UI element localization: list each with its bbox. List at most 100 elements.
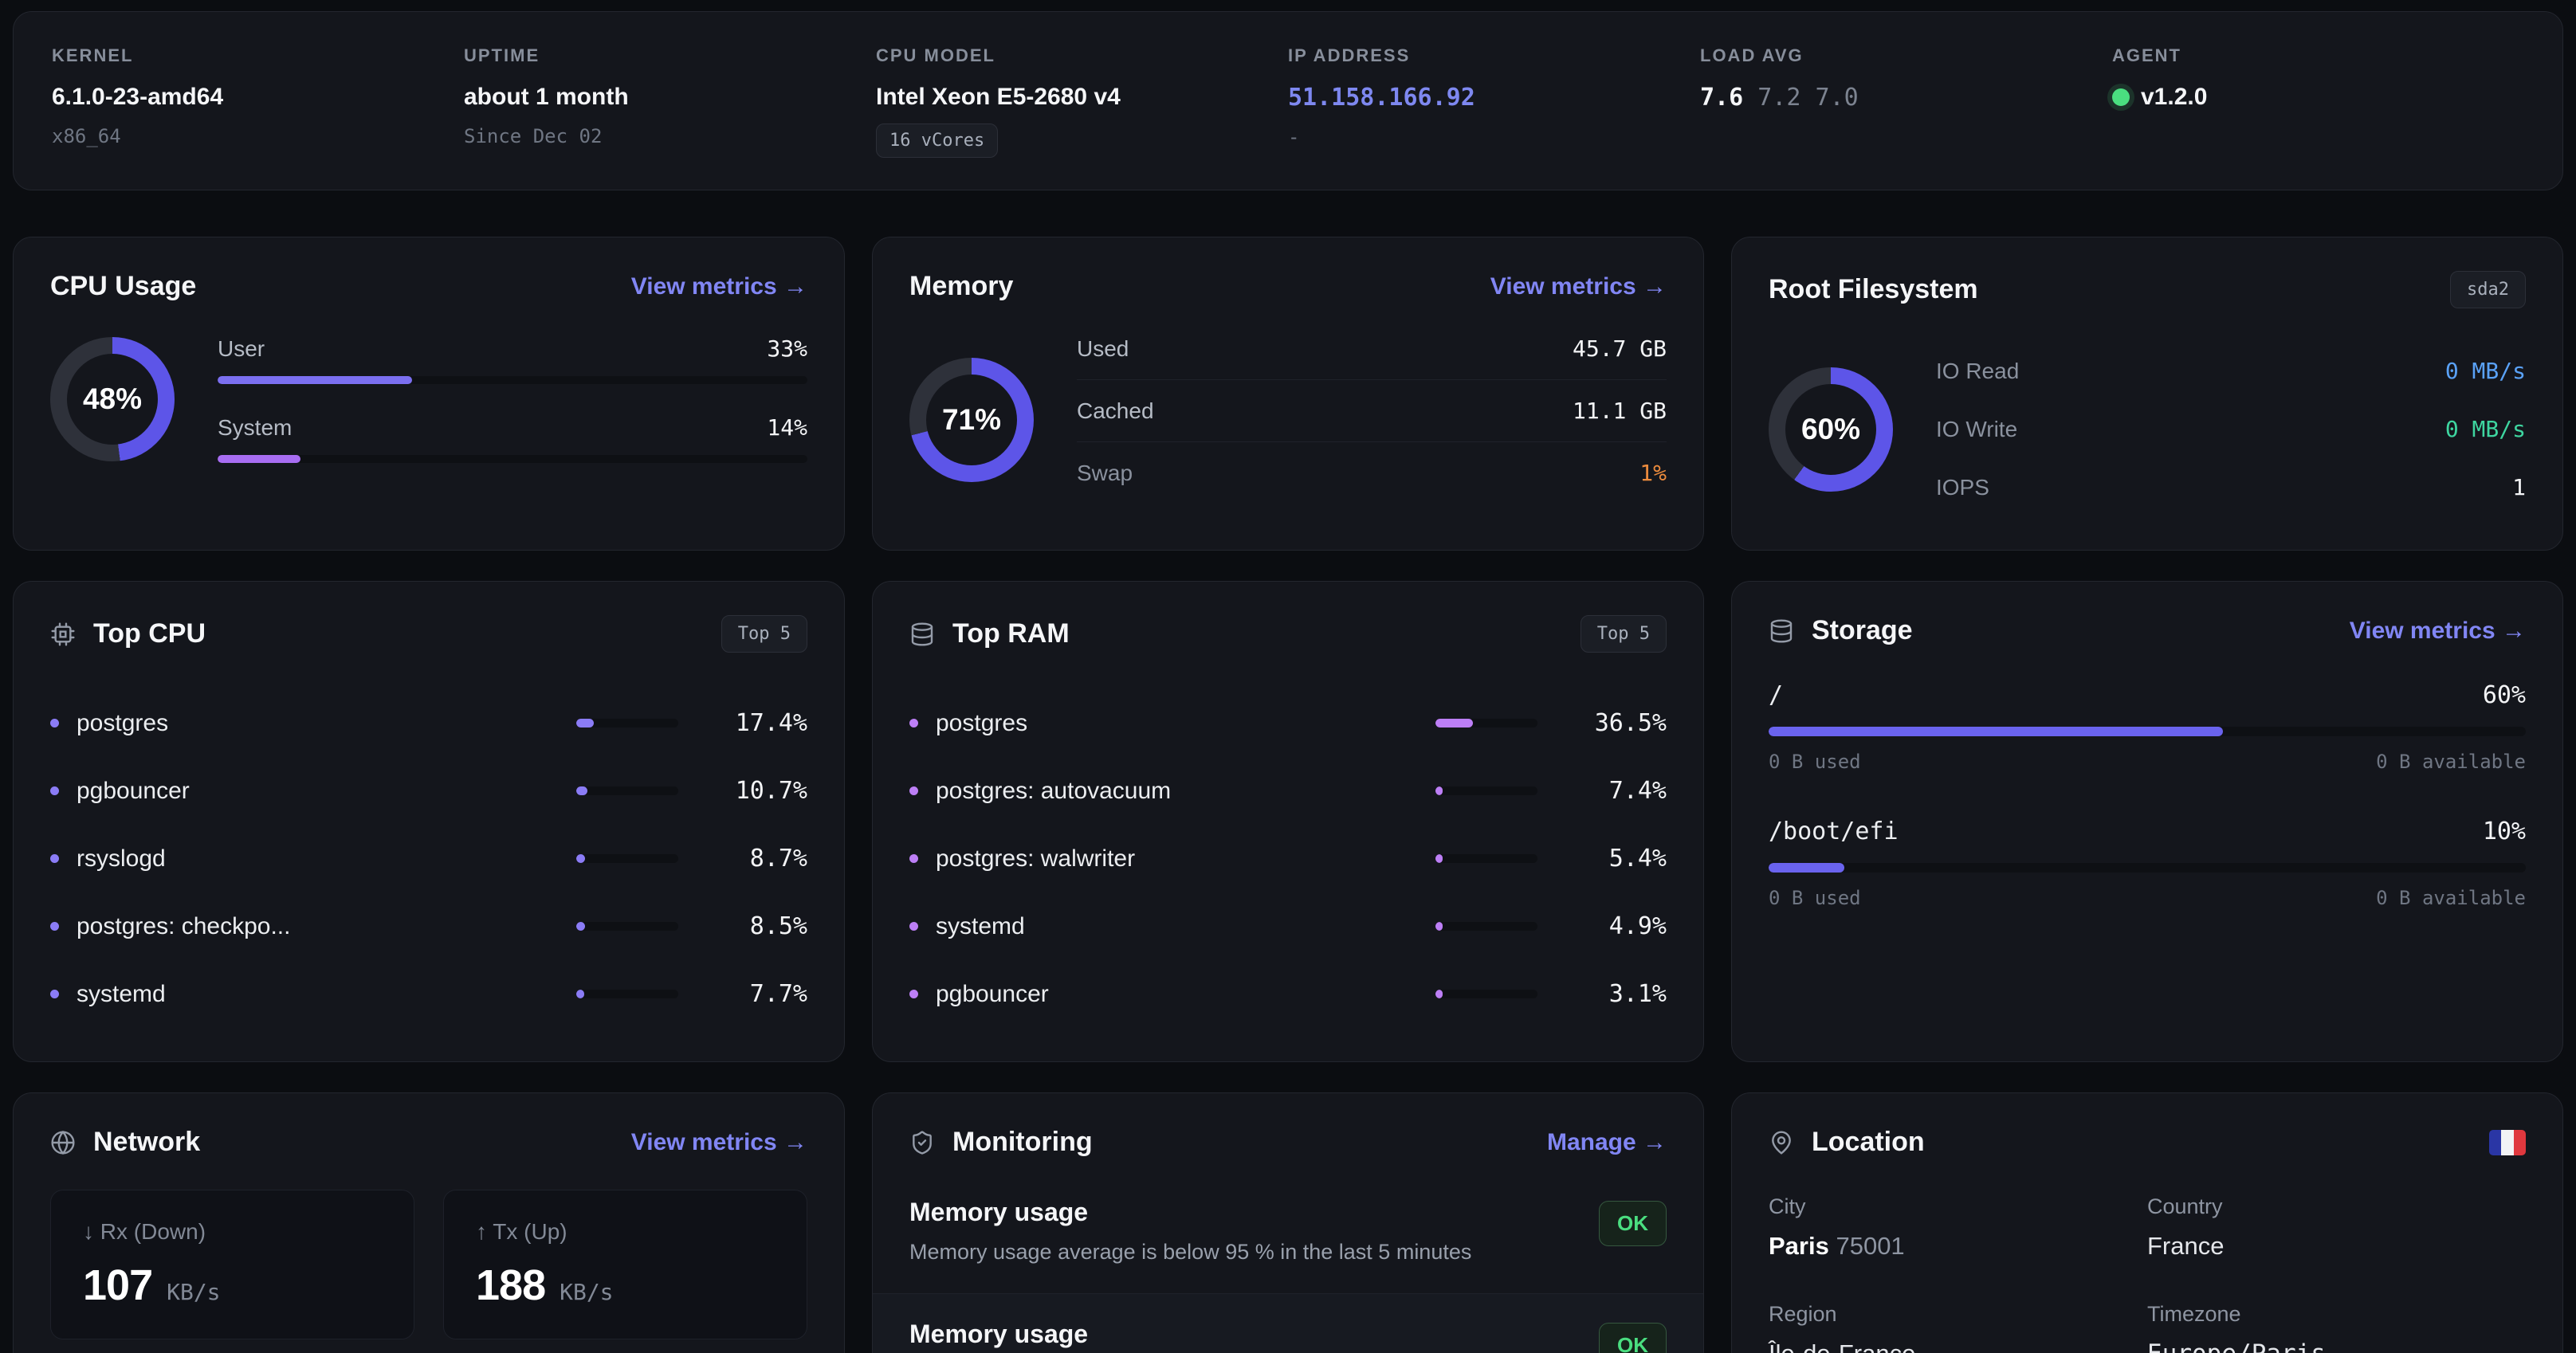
cpu-user-label: User: [218, 335, 265, 361]
location-region: Region Île-de-France: [1769, 1302, 2147, 1353]
stat-agent: AGENT v1.2.0: [2112, 45, 2524, 158]
top-cpu-row-3[interactable]: rsyslogd 8.7%: [50, 825, 807, 892]
memory-swap-label: Swap: [1077, 460, 1133, 485]
city-name: Paris: [1769, 1232, 1829, 1260]
top-ram-row-4[interactable]: systemd 4.9%: [909, 892, 1667, 960]
rootfs-card-title: Root Filesystem: [1769, 274, 1978, 304]
top-ram-row-2[interactable]: postgres: autovacuum 7.4%: [909, 757, 1667, 825]
location-card: Location City Paris 75001 Country France…: [1731, 1092, 2563, 1353]
rootfs-io-write-row: IO Write 0 MB/s: [1936, 400, 2526, 458]
timezone-name: Europe/Paris: [2147, 1339, 2526, 1353]
ip-label: IP ADDRESS: [1288, 45, 1411, 65]
cpu-donut-value: 48%: [82, 382, 143, 415]
monitoring-title: Monitoring: [952, 1127, 1093, 1157]
cpu-user-value: 33%: [767, 335, 807, 362]
vcores-badge: 16 vCores: [876, 124, 999, 158]
top-cpu-row-2[interactable]: pgbouncer 10.7%: [50, 757, 807, 825]
mini-progressbar: [1435, 854, 1537, 863]
location-country: Country France: [2147, 1194, 2526, 1261]
shield-check-icon: [913, 1130, 932, 1155]
cpu-user-row: User 33%: [218, 335, 807, 384]
memory-card: Memory View metrics → 71% Used 45.7 GB C…: [872, 237, 1704, 551]
memory-swap-row: Swap 1%: [1077, 441, 1667, 504]
memory-cached-label: Cached: [1077, 398, 1154, 423]
load-label: LOAD AVG: [1700, 45, 1804, 65]
top-ram-top5-badge: Top 5: [1580, 615, 1667, 653]
rootfs-io-read-value: 0 MB/s: [2444, 358, 2526, 384]
database-icon: [1770, 618, 1793, 643]
stat-ip-address: IP ADDRESS 51.158.166.92 -: [1288, 45, 1700, 158]
bullet-dot: [50, 719, 59, 727]
cpu-view-metrics-link[interactable]: View metrics →: [630, 273, 807, 300]
load-1m: 7.6: [1700, 84, 1744, 112]
memory-card-title: Memory: [909, 271, 1014, 301]
top-cpu-card: Top CPU Top 5 postgres 17.4% pgbouncer 1…: [13, 581, 845, 1062]
mount-root: / 60% 0 B used 0 B available: [1769, 681, 2526, 773]
cpu-system-value: 14%: [767, 414, 807, 441]
globe-icon: [51, 1130, 75, 1155]
mini-progressbar: [1435, 922, 1537, 931]
top-cpu-row-5[interactable]: systemd 7.7%: [50, 960, 807, 1028]
agent-value: v1.2.0: [2112, 84, 2524, 111]
stat-load-avg: LOAD AVG 7.6 7.2 7.0: [1700, 45, 2112, 158]
bullet-dot: [50, 922, 59, 931]
load-5m-15m: 7.2 7.0: [1757, 84, 1859, 112]
cpu-system-progressbar: [218, 455, 807, 463]
bullet-dot: [909, 854, 918, 863]
top-cpu-row-1[interactable]: postgres 17.4%: [50, 689, 807, 757]
top-ram-list: postgres 36.5% postgres: autovacuum 7.4%…: [909, 689, 1667, 1028]
mount-boot-used: 0 B used: [1769, 887, 1861, 909]
rootfs-iops-row: IOPS 1: [1936, 458, 2526, 516]
ip-value[interactable]: 51.158.166.92: [1288, 84, 1475, 112]
uptime-since: Since Dec 02: [464, 125, 603, 147]
database-icon: [911, 622, 933, 646]
mount-root-progressbar: [1769, 727, 2526, 736]
rootfs-donut-gauge: 60%: [1769, 367, 1893, 492]
memory-view-metrics-link[interactable]: View metrics →: [1490, 273, 1667, 300]
storage-view-metrics-link[interactable]: View metrics →: [2349, 617, 2526, 644]
rx-down-unit: KB/s: [167, 1279, 221, 1305]
cpu-usage-card: CPU Usage View metrics → 48% User 33%: [13, 237, 845, 551]
top-ram-row-1[interactable]: postgres 36.5%: [909, 689, 1667, 757]
map-pin-icon: [1772, 1131, 1791, 1155]
bullet-dot: [909, 719, 918, 727]
cpu-system-row: System 14%: [218, 414, 807, 463]
top-ram-row-3[interactable]: postgres: walwriter 5.4%: [909, 825, 1667, 892]
memory-cached-row: Cached 11.1 GB: [1077, 379, 1667, 441]
mini-progressbar: [576, 990, 678, 998]
network-title: Network: [93, 1127, 201, 1157]
mini-progressbar: [576, 854, 678, 863]
cpu-model-label: CPU MODEL: [876, 45, 995, 65]
rx-down-label: ↓ Rx (Down): [83, 1219, 206, 1244]
location-city: City Paris 75001: [1769, 1194, 1905, 1260]
alert-memory-95[interactable]: Memory usage Memory usage average is bel…: [909, 1172, 1667, 1293]
rootfs-io-write-value: 0 MB/s: [2444, 416, 2526, 442]
ok-status-badge: OK: [1599, 1323, 1667, 1353]
monitoring-manage-link[interactable]: Manage →: [1546, 1128, 1667, 1155]
cpu-chip-icon: [51, 622, 75, 646]
top-ram-card: Top RAM Top 5 postgres 36.5% postgres: a…: [872, 581, 1704, 1062]
memory-donut-gauge: 71%: [909, 357, 1034, 482]
bullet-dot: [50, 854, 59, 863]
rootfs-device-badge: sda2: [2450, 271, 2526, 308]
kernel-label: KERNEL: [52, 45, 134, 65]
uptime-label: UPTIME: [464, 45, 540, 65]
memory-used-value: 45.7 GB: [1572, 335, 1667, 362]
alert-memory-90[interactable]: Memory usage Memory usage average is bel…: [873, 1293, 1703, 1353]
kernel-arch: x86_64: [52, 125, 121, 147]
country-name: France: [2147, 1232, 2225, 1260]
agent-label: AGENT: [2112, 45, 2181, 65]
bullet-dot: [50, 786, 59, 795]
agent-version: v1.2.0: [2141, 84, 2208, 110]
mount-root-path: /: [1769, 681, 1784, 709]
top-cpu-row-4[interactable]: postgres: checkpo... 8.5%: [50, 892, 807, 960]
tx-up-unit: KB/s: [560, 1279, 614, 1305]
memory-used-row: Used 45.7 GB: [1077, 335, 1667, 379]
top-ram-row-5[interactable]: pgbouncer 3.1%: [909, 960, 1667, 1028]
monitoring-card: Monitoring Manage → Memory usage Memory …: [872, 1092, 1704, 1353]
ok-status-badge: OK: [1599, 1201, 1667, 1246]
rootfs-donut-value: 60%: [1800, 412, 1861, 445]
mount-boot-efi: /boot/efi 10% 0 B used 0 B available: [1769, 818, 2526, 909]
network-view-metrics-link[interactable]: View metrics →: [630, 1128, 807, 1155]
